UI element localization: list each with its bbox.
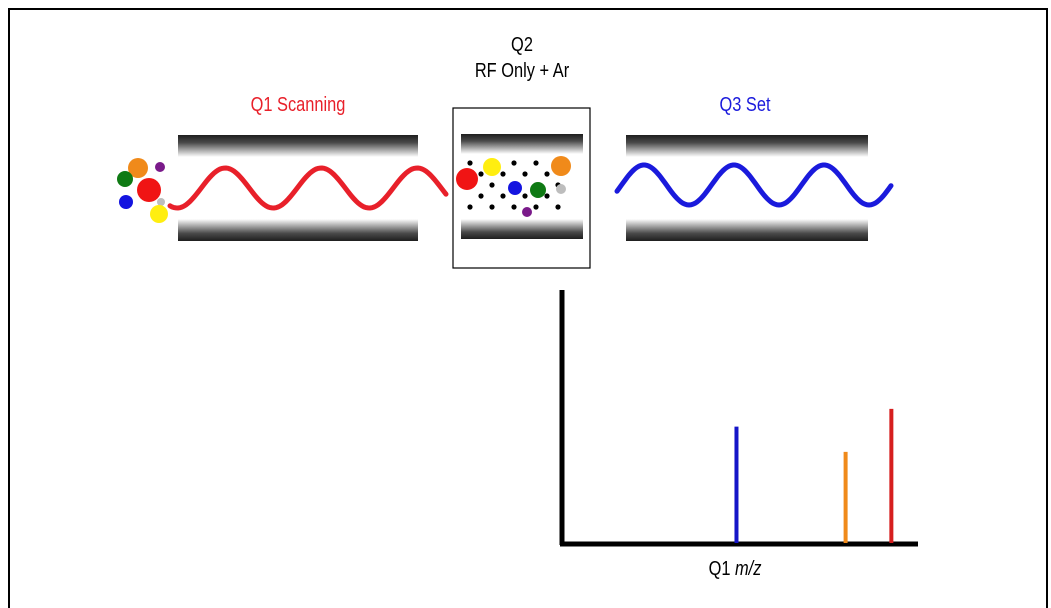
argon-dot — [533, 160, 539, 166]
q3-lower-rod — [626, 219, 868, 241]
spectrum-x-axis-label: Q1 m/z — [674, 558, 797, 581]
argon-dot — [478, 171, 484, 177]
q1-upper-rod — [178, 135, 418, 157]
q1-ion-path — [167, 165, 449, 211]
argon-dot — [511, 204, 517, 210]
argon-dot — [522, 193, 528, 199]
figure-frame — [8, 8, 1048, 608]
argon-dot — [555, 204, 561, 210]
argon-dot — [544, 193, 550, 199]
argon-dot — [467, 160, 473, 166]
q2-cell-box — [452, 107, 591, 269]
q3-ion-path — [614, 162, 894, 208]
q2-upper-rod — [461, 134, 583, 154]
spectrum-peaks — [734, 408, 894, 543]
argon-dot — [533, 204, 539, 210]
argon-dot — [500, 171, 506, 177]
axis-label-unit: m/z — [735, 558, 762, 580]
q3-upper-rod — [626, 135, 868, 157]
q2-label-line1: Q2 — [511, 34, 533, 56]
q1-lower-rod — [178, 219, 418, 241]
argon-dot — [511, 160, 517, 166]
argon-dot — [467, 204, 473, 210]
ion-source-cluster — [117, 158, 168, 223]
fragment-ions — [456, 156, 571, 217]
q2-label-line2: RF Only + Ar — [474, 60, 570, 82]
axis-label-prefix: Q1 — [708, 558, 731, 580]
argon-dot — [489, 182, 495, 188]
argon-dot — [478, 193, 484, 199]
argon-dot — [544, 171, 550, 177]
q1-scanning-label: Q1 Scanning — [250, 94, 346, 116]
argon-dot — [522, 171, 528, 177]
argon-dot — [500, 193, 506, 199]
q3-set-label: Q3 Set — [719, 94, 771, 116]
q2-lower-rod — [461, 219, 583, 239]
argon-dot — [489, 204, 495, 210]
